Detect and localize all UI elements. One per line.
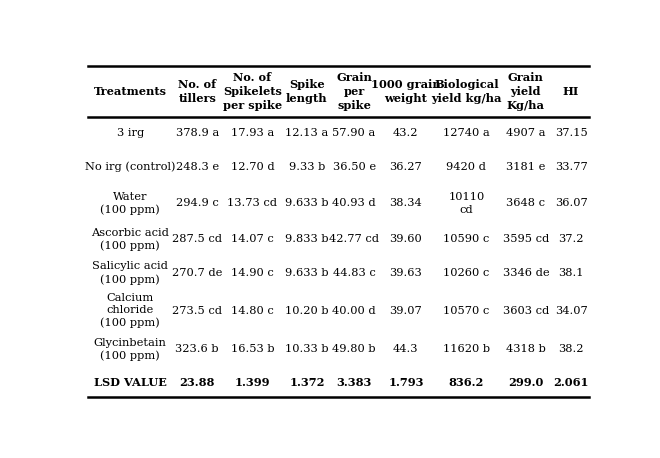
Text: 3181 e: 3181 e (506, 162, 546, 172)
Text: 323.6 b: 323.6 b (176, 344, 219, 354)
Text: 9420 d: 9420 d (446, 162, 486, 172)
Text: 42.77 cd: 42.77 cd (329, 234, 379, 244)
Text: 3595 cd: 3595 cd (503, 234, 549, 244)
Text: 14.07 c: 14.07 c (231, 234, 274, 244)
Text: 10110
cd: 10110 cd (448, 192, 484, 215)
Text: 248.3 e: 248.3 e (176, 162, 219, 172)
Text: 44.3: 44.3 (393, 344, 418, 354)
Text: 270.7 de: 270.7 de (172, 268, 222, 278)
Text: LSD VALUE: LSD VALUE (94, 376, 166, 387)
Text: 36.50 e: 36.50 e (333, 162, 376, 172)
Text: 17.93 a: 17.93 a (231, 128, 274, 138)
Text: 9.33 b: 9.33 b (288, 162, 325, 172)
Text: 44.83 c: 44.83 c (333, 268, 376, 278)
Text: 10.33 b: 10.33 b (285, 344, 329, 354)
Text: 49.80 b: 49.80 b (332, 344, 376, 354)
Text: No. of
tillers: No. of tillers (178, 79, 216, 104)
Text: 38.2: 38.2 (558, 344, 584, 354)
Text: 36.07: 36.07 (554, 198, 587, 208)
Text: 38.34: 38.34 (389, 198, 422, 208)
Text: Calcium
chloride
(100 ppm): Calcium chloride (100 ppm) (100, 293, 160, 328)
Text: Spike
length: Spike length (286, 79, 328, 104)
Text: 13.73 cd: 13.73 cd (228, 198, 277, 208)
Text: No irg (control): No irg (control) (85, 162, 176, 172)
Text: 38.1: 38.1 (558, 268, 584, 278)
Text: 12.70 d: 12.70 d (231, 162, 275, 172)
Text: 9.633 b: 9.633 b (285, 268, 329, 278)
Text: 40.93 d: 40.93 d (332, 198, 376, 208)
Text: 14.80 c: 14.80 c (231, 305, 274, 316)
Text: 3 irg: 3 irg (117, 128, 144, 138)
Text: 2.061: 2.061 (553, 376, 589, 387)
Text: Biological
yield kg/ha: Biological yield kg/ha (431, 79, 502, 104)
Text: 3.383: 3.383 (337, 376, 372, 387)
Text: 299.0: 299.0 (508, 376, 544, 387)
Text: No. of
Spikelets
per spike: No. of Spikelets per spike (223, 72, 282, 110)
Text: 4907 a: 4907 a (506, 128, 546, 138)
Text: 39.60: 39.60 (389, 234, 422, 244)
Text: Salicylic acid
(100 ppm): Salicylic acid (100 ppm) (92, 262, 168, 284)
Text: 3603 cd: 3603 cd (503, 305, 549, 316)
Text: 287.5 cd: 287.5 cd (172, 234, 222, 244)
Text: 378.9 a: 378.9 a (176, 128, 219, 138)
Text: 9.633 b: 9.633 b (285, 198, 329, 208)
Text: Ascorbic acid
(100 ppm): Ascorbic acid (100 ppm) (91, 228, 169, 251)
Text: 4318 b: 4318 b (506, 344, 546, 354)
Text: 3346 de: 3346 de (502, 268, 549, 278)
Text: Glycinbetain
(100 ppm): Glycinbetain (100 ppm) (94, 338, 166, 361)
Text: 12740 a: 12740 a (443, 128, 490, 138)
Text: 23.88: 23.88 (180, 376, 215, 387)
Text: 1.399: 1.399 (235, 376, 270, 387)
Text: 1.372: 1.372 (289, 376, 325, 387)
Text: Treatments: Treatments (94, 86, 167, 97)
Text: 3648 c: 3648 c (506, 198, 545, 208)
Text: 39.07: 39.07 (389, 305, 422, 316)
Text: 40.00 d: 40.00 d (332, 305, 376, 316)
Text: 16.53 b: 16.53 b (231, 344, 275, 354)
Text: 37.2: 37.2 (558, 234, 584, 244)
Text: 10590 c: 10590 c (443, 234, 490, 244)
Text: HI: HI (563, 86, 579, 97)
Text: 37.15: 37.15 (554, 128, 587, 138)
Text: 34.07: 34.07 (554, 305, 587, 316)
Text: 43.2: 43.2 (393, 128, 418, 138)
Text: 1000 grain
weight: 1000 grain weight (371, 79, 441, 104)
Text: 33.77: 33.77 (554, 162, 587, 172)
Text: 10260 c: 10260 c (443, 268, 490, 278)
Text: 11620 b: 11620 b (443, 344, 490, 354)
Text: 836.2: 836.2 (449, 376, 484, 387)
Text: 1.793: 1.793 (388, 376, 424, 387)
Text: 273.5 cd: 273.5 cd (172, 305, 222, 316)
Text: 14.90 c: 14.90 c (231, 268, 274, 278)
Text: 10.20 b: 10.20 b (285, 305, 329, 316)
Text: Water
(100 ppm): Water (100 ppm) (100, 192, 160, 215)
Text: 9.833 b: 9.833 b (285, 234, 329, 244)
Text: Grain
yield
Kg/ha: Grain yield Kg/ha (507, 72, 545, 110)
Text: 57.90 a: 57.90 a (333, 128, 376, 138)
Text: 12.13 a: 12.13 a (285, 128, 329, 138)
Text: 10570 c: 10570 c (443, 305, 490, 316)
Text: 294.9 c: 294.9 c (176, 198, 218, 208)
Text: 36.27: 36.27 (389, 162, 422, 172)
Text: 39.63: 39.63 (389, 268, 422, 278)
Text: Grain
per
spike: Grain per spike (336, 72, 372, 110)
